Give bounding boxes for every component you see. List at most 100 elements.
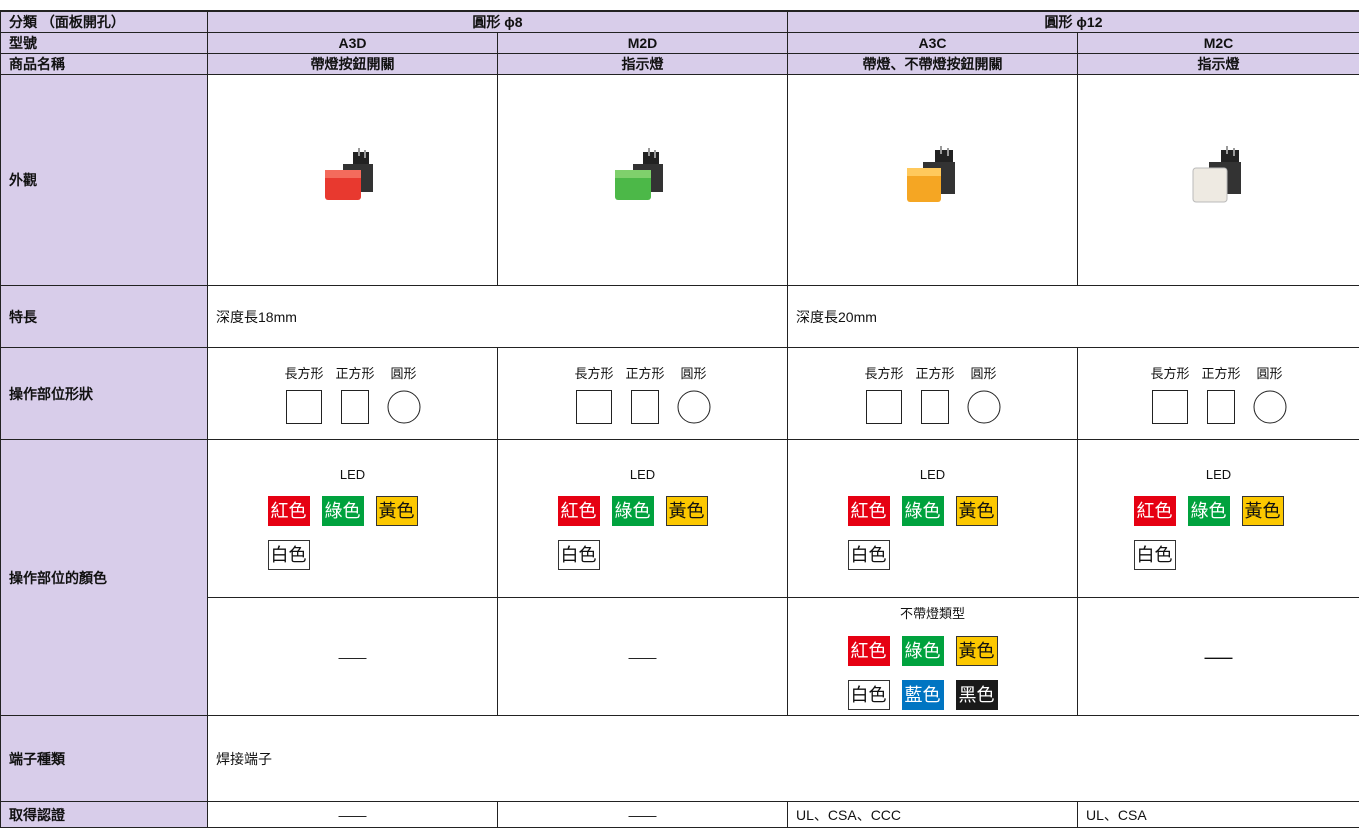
row-label: 型號: [1, 33, 208, 54]
cell: LED 紅色綠色黃色白色: [498, 440, 788, 598]
shape-icon: [921, 390, 949, 424]
shape-item: 正方形: [626, 363, 665, 424]
color-chip: 紅色: [558, 496, 600, 526]
color-chip: 黃色: [956, 636, 998, 666]
shape-item: 長方形: [1151, 363, 1190, 424]
shape-name: 正方形: [626, 363, 665, 382]
shape-icon: [1152, 390, 1188, 424]
color-chip: 綠色: [902, 636, 944, 666]
chip-row: 紅色綠色黃色: [848, 636, 998, 666]
shape-item: 正方形: [916, 363, 955, 424]
shape-name: 圓形: [1257, 363, 1283, 382]
color-chip: 紅色: [848, 496, 890, 526]
color-chip: 白色: [558, 540, 600, 570]
color-chip: 紅色: [848, 636, 890, 666]
chip-title: LED: [920, 467, 945, 482]
chip-row: 紅色綠色黃色: [558, 496, 708, 526]
shape-name: 圓形: [391, 363, 417, 382]
color-chip: 白色: [848, 540, 890, 570]
cell: UL、CSA、CCC: [788, 802, 1078, 828]
cell: 不帶燈類型紅色綠色黃色白色藍色黑色: [788, 598, 1078, 716]
cell: 長方形正方形圓形: [1078, 348, 1359, 440]
shape-item: 長方形: [865, 363, 904, 424]
cell: 深度長20mm: [788, 286, 1359, 348]
shape-name: 正方形: [336, 363, 375, 382]
shape-icon: [866, 390, 902, 424]
header-cell: 帶燈按鈕開關: [208, 54, 498, 75]
shape-name: 正方形: [1202, 363, 1241, 382]
shape-group: 長方形正方形圓形: [796, 363, 1069, 424]
row-label: 商品名稱: [1, 54, 208, 75]
shape-group: 長方形正方形圓形: [1086, 363, 1351, 424]
color-chip: 綠色: [1188, 496, 1230, 526]
row-label: 外觀: [1, 75, 208, 286]
header-cell: M2C: [1078, 33, 1359, 54]
row-label: 操作部位的顏色: [1, 440, 208, 716]
chip-row: 紅色綠色黃色: [848, 496, 998, 526]
header-cell: M2D: [498, 33, 788, 54]
cell: 深度長18mm: [208, 286, 788, 348]
shape-icon: [967, 390, 1001, 424]
cell: 長方形正方形圓形: [498, 348, 788, 440]
cell: LED 紅色綠色黃色白色: [1078, 440, 1359, 598]
color-chip: 白色: [268, 540, 310, 570]
color-chip: 紅色: [268, 496, 310, 526]
chip-row: 紅色綠色黃色: [1134, 496, 1284, 526]
chip-title: LED: [1206, 467, 1231, 482]
color-chip: 黃色: [1242, 496, 1284, 526]
shape-item: 長方形: [574, 363, 613, 424]
chip-row: 白色: [848, 540, 890, 570]
shape-item: 圓形: [1253, 363, 1287, 424]
cell: ——: [208, 802, 498, 828]
product-image: [313, 144, 393, 214]
cell: ——: [498, 598, 788, 716]
shape-name: 長方形: [284, 363, 323, 382]
header-cell: 指示燈: [498, 54, 788, 75]
shape-name: 長方形: [1151, 363, 1190, 382]
shape-icon: [631, 390, 659, 424]
color-chip: 綠色: [902, 496, 944, 526]
chip-row: 白色: [268, 540, 310, 570]
shape-item: 正方形: [1202, 363, 1241, 424]
row-label: 取得認證: [1, 802, 208, 828]
shape-item: 正方形: [336, 363, 375, 424]
chip-row: 白色: [1134, 540, 1176, 570]
shape-name: 長方形: [574, 363, 613, 382]
header-cell: A3C: [788, 33, 1078, 54]
shape-name: 長方形: [865, 363, 904, 382]
shape-item: 圓形: [967, 363, 1001, 424]
cell: ——: [1078, 598, 1359, 716]
shape-icon: [1207, 390, 1235, 424]
dash: ——: [339, 649, 367, 665]
shape-name: 圓形: [681, 363, 707, 382]
shape-icon: [677, 390, 711, 424]
dash: ——: [1205, 649, 1233, 665]
image-cell: [788, 75, 1078, 286]
shape-icon: [387, 390, 421, 424]
image-cell: [498, 75, 788, 286]
shape-name: 圓形: [971, 363, 997, 382]
shape-icon: [576, 390, 612, 424]
cell: LED 紅色綠色黃色白色: [208, 440, 498, 598]
chip-title: LED: [630, 467, 655, 482]
image-cell: [1078, 75, 1359, 286]
product-image: [893, 144, 973, 214]
row-label: 操作部位形狀: [1, 348, 208, 440]
chip-row: 白色藍色黑色: [848, 680, 998, 710]
chip-row: 白色: [558, 540, 600, 570]
spec-table: 分類 （面板開孔） 圓形 ϕ8 圓形 ϕ12 型號 A3D M2D A3C M2…: [0, 10, 1359, 828]
row-label: 特長: [1, 286, 208, 348]
shape-group: 長方形正方形圓形: [216, 363, 489, 424]
chip-row: 紅色綠色黃色: [268, 496, 418, 526]
header-cell: 指示燈: [1078, 54, 1359, 75]
shape-item: 長方形: [284, 363, 323, 424]
color-chip: 黃色: [956, 496, 998, 526]
dash: ——: [629, 649, 657, 665]
chip-title: LED: [340, 467, 365, 482]
header-cell: 圓形 ϕ12: [788, 11, 1359, 33]
row-label: 分類 （面板開孔）: [1, 11, 208, 33]
chip-title: 不帶燈類型: [900, 603, 965, 622]
